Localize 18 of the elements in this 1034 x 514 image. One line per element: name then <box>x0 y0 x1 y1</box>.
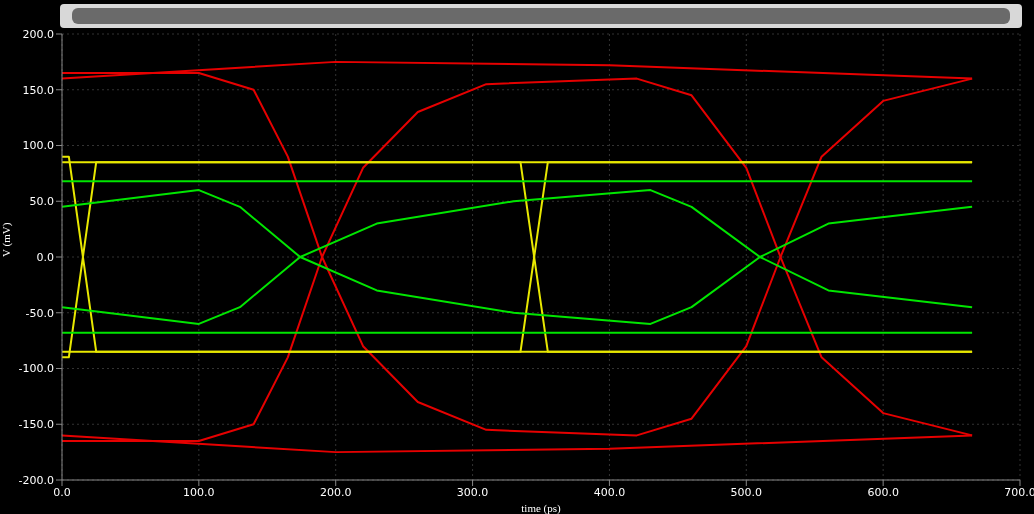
x-axis-title: time (ps) <box>521 502 562 514</box>
y-tick-label: 50.0 <box>29 195 54 209</box>
x-tick-label: 200.0 <box>319 485 352 499</box>
x-tick-label: 100.0 <box>183 485 215 499</box>
y-tick-label: 200.0 <box>22 27 54 41</box>
y-tick-label: 150.0 <box>22 83 54 97</box>
y-axis-title: V (mV) <box>0 222 13 257</box>
y-tick-label: 0.0 <box>36 250 54 264</box>
y-tick-label: -100.0 <box>18 362 54 376</box>
y-tick-label: -150.0 <box>18 418 54 432</box>
y-tick-label: -50.0 <box>25 306 54 320</box>
x-tick-label: 400.0 <box>593 485 626 499</box>
x-tick-label: 0.0 <box>53 485 71 499</box>
x-tick-label: 600.0 <box>867 485 899 499</box>
x-tick-label: 300.0 <box>456 485 489 499</box>
x-tick-label: 500.0 <box>730 485 763 499</box>
y-tick-label: -200.0 <box>18 473 54 487</box>
y-tick-label: 100.0 <box>22 139 54 153</box>
